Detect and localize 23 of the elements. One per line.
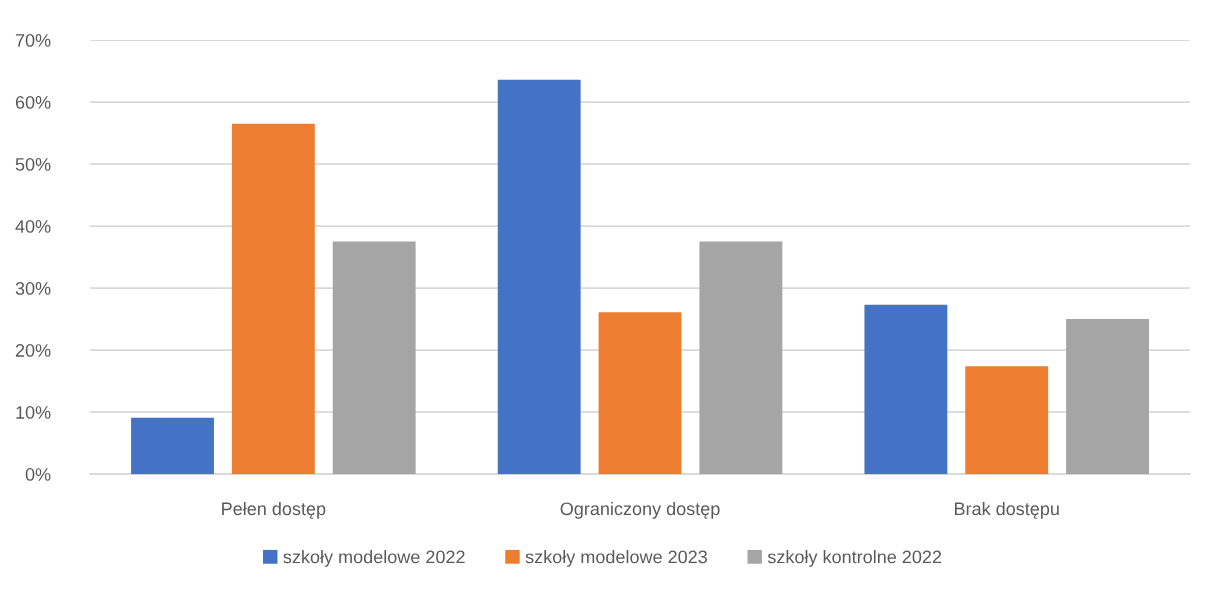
x-tick-label: Brak dostępu — [955, 501, 1059, 519]
y-tick-label: 20% — [15, 344, 51, 357]
y-tick-label: 70% — [15, 33, 51, 47]
y-tick-label: 30% — [15, 282, 51, 295]
y-tick-label: 50% — [15, 158, 51, 171]
bar — [231, 123, 315, 475]
bar — [497, 79, 581, 475]
x-tick-label: Ograniczony dostęp — [560, 501, 720, 519]
bar — [864, 304, 948, 475]
bar — [131, 417, 214, 475]
bar — [965, 366, 1049, 475]
bar — [598, 312, 682, 475]
y-tick-label: 40% — [15, 220, 51, 233]
bar — [332, 241, 416, 475]
legend-label: szkoły kontrolne 2022 — [767, 550, 942, 567]
bar — [1066, 319, 1149, 475]
y-tick-label: 0% — [25, 468, 51, 481]
y-tick-label: 10% — [16, 406, 51, 419]
legend-label: szkoły modelowe 2023 — [525, 550, 707, 567]
y-tick-label: 60% — [15, 96, 51, 109]
bar — [699, 241, 783, 475]
x-tick-label: Pełen dostęp — [222, 501, 326, 519]
legend-label: szkoły modelowe 2022 — [283, 550, 465, 567]
